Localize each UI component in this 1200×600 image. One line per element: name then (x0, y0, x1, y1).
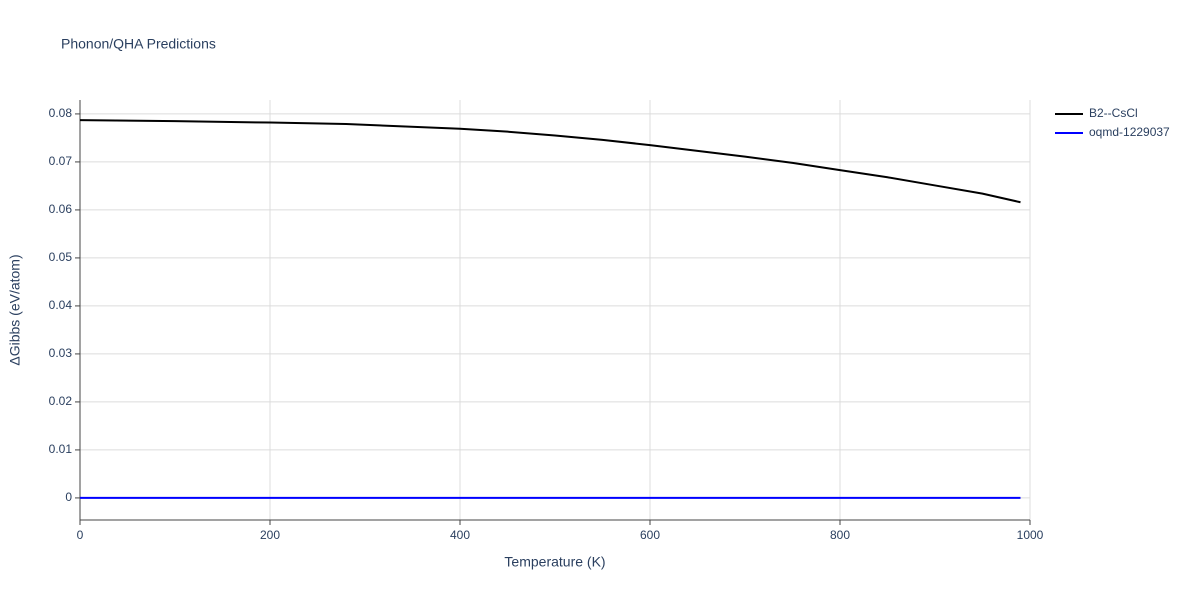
y-axis-title: ΔGibbs (eV/atom) (7, 254, 23, 365)
y-tick-label: 0.04 (49, 298, 73, 312)
x-tick-label: 0 (77, 528, 84, 542)
plot-area (79, 119, 1021, 499)
y-tick-label: 0.03 (49, 346, 73, 360)
x-tick-label: 600 (640, 528, 660, 542)
x-tick-label: 800 (830, 528, 850, 542)
x-tick-label: 400 (450, 528, 470, 542)
legend-label: B2--CsCl (1089, 106, 1138, 120)
y-tick-label: 0.02 (49, 394, 73, 408)
x-tick-label: 1000 (1017, 528, 1044, 542)
grid: 0 200 400 600 800 1000 0 0.01 0.02 0.03 0.04 0.05 0.… (49, 100, 1044, 542)
y-tick-label: 0.01 (49, 442, 73, 456)
legend-label: oqmd-1229037 (1089, 125, 1170, 139)
y-tick-label: 0 (65, 490, 72, 504)
y-tick-label: 0.07 (49, 154, 73, 168)
y-tick-label: 0.08 (49, 106, 73, 120)
line-series (79, 119, 1021, 204)
chart-title: Phonon/QHA Predictions (61, 36, 216, 52)
y-tick-label: 0.05 (49, 250, 73, 264)
x-axis-title: Temperature (K) (504, 554, 605, 570)
y-tick-label: 0.06 (49, 202, 73, 216)
legend: B2--CsCl oqmd-1229037 (1055, 106, 1170, 139)
x-tick-label: 200 (260, 528, 280, 542)
